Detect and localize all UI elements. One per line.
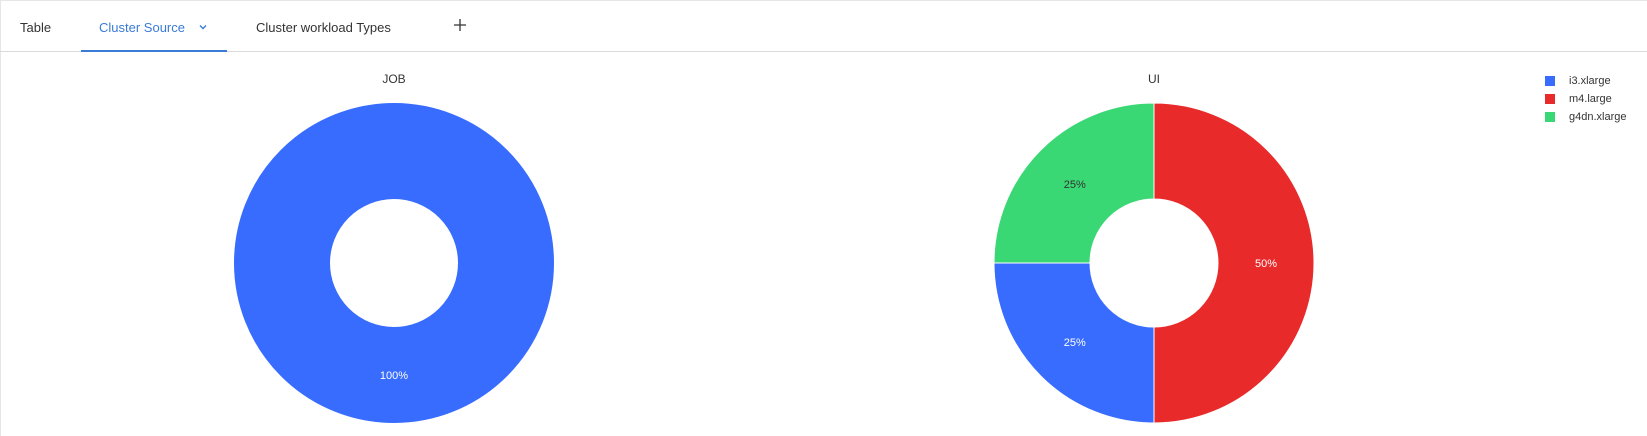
- charts-canvas: JOB 100% UI 50% 25% 25%: [234, 72, 1315, 424]
- pie-slice[interactable]: [1153, 102, 1315, 424]
- pie-slice[interactable]: [993, 102, 1155, 264]
- tab-bar: Table Cluster Source Cluster workload Ty…: [0, 4, 1647, 52]
- tab-cluster-workload-types[interactable]: Cluster workload Types: [256, 4, 391, 51]
- pie-slice[interactable]: [234, 103, 554, 423]
- slice-label: 100%: [380, 370, 408, 382]
- legend-item[interactable]: i3.xlarge: [1545, 72, 1627, 90]
- slice-label: 50%: [1255, 258, 1277, 270]
- slice-label: 25%: [1064, 337, 1086, 349]
- chart-title: UI: [1148, 72, 1160, 86]
- pie-slice[interactable]: [993, 262, 1155, 424]
- donut-chart-job: JOB 100%: [234, 72, 554, 423]
- legend-label: m4.large: [1569, 93, 1612, 105]
- legend-item[interactable]: m4.large: [1545, 90, 1627, 108]
- tab-label: Table: [20, 20, 52, 35]
- legend-swatch: [1545, 76, 1555, 86]
- tab-table[interactable]: Table: [20, 4, 51, 51]
- add-tab-button[interactable]: [450, 17, 470, 37]
- slice-label: 25%: [1064, 179, 1086, 191]
- legend-item[interactable]: g4dn.xlarge: [1545, 108, 1627, 126]
- chart-legend: i3.xlarge m4.large g4dn.xlarge: [1545, 72, 1627, 126]
- legend-label: g4dn.xlarge: [1569, 111, 1627, 123]
- tab-label: Cluster workload Types: [256, 20, 391, 35]
- tab-label: Cluster Source: [99, 19, 185, 35]
- legend-swatch: [1545, 94, 1555, 104]
- legend-label: i3.xlarge: [1569, 75, 1611, 87]
- legend-swatch: [1545, 112, 1555, 122]
- chart-title: JOB: [382, 72, 405, 86]
- tab-cluster-source[interactable]: Cluster Source: [81, 4, 227, 52]
- chevron-down-icon[interactable]: [197, 21, 209, 33]
- plus-icon: [453, 18, 467, 37]
- donut-chart-ui: UI 50% 25% 25%: [993, 72, 1315, 424]
